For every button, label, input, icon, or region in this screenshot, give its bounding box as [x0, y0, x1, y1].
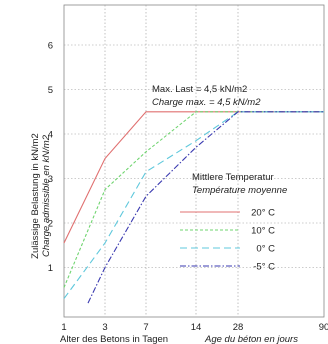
y-tick-label: 2 [48, 219, 53, 230]
y-tick-label: 1 [48, 263, 53, 274]
y-tick-label: 3 [48, 174, 53, 185]
y-axis-title-fr: Charge admissible en kN/m2 [41, 134, 52, 257]
legend-title-fr: Température moyenne [192, 185, 287, 196]
x-tick-label: 1 [61, 322, 66, 333]
y-tick-label: 5 [48, 85, 53, 96]
legend-label: -5° C [253, 262, 275, 273]
annotation-max-load-fr: Charge max. = 4,5 kN/m2 [152, 97, 261, 108]
x-tick-labels: 1 3 7 14 28 90 [61, 322, 328, 333]
legend-label: 10° C [251, 226, 275, 237]
x-tick-label: 14 [191, 322, 202, 333]
x-tick-label: 7 [143, 322, 148, 333]
legend-label: 20° C [251, 208, 275, 219]
legend-label: 0° C [256, 244, 275, 255]
legend-title-de: Mittlere Temperatur [192, 172, 274, 183]
series-line [63, 111, 324, 299]
series-line [63, 111, 324, 244]
grid [64, 5, 324, 317]
x-axis-title-fr: Age du béton en jours [204, 334, 298, 344]
x-axis-title-de: Alter des Betons in Tagen [60, 334, 168, 344]
y-axis-title-de: Zulässige Belastung in kN/m2 [30, 133, 41, 259]
y-tick-labels: 1 2 3 4 5 6 [48, 41, 53, 275]
x-tick-label: 28 [233, 322, 244, 333]
annotation-max-load-de: Max. Last = 4,5 kN/m2 [152, 84, 247, 95]
x-tick-label: 90 [319, 322, 328, 333]
series-lines [63, 111, 324, 304]
y-tick-label: 4 [48, 130, 53, 141]
legend: Mittlere Temperatur Température moyenne … [180, 172, 287, 273]
series-line [63, 111, 324, 288]
plot-area [63, 4, 325, 318]
y-tick-label: 6 [48, 41, 53, 52]
legend-items: 20° C 10° C 0° C -5° C [180, 208, 275, 273]
x-tick-label: 3 [102, 322, 107, 333]
